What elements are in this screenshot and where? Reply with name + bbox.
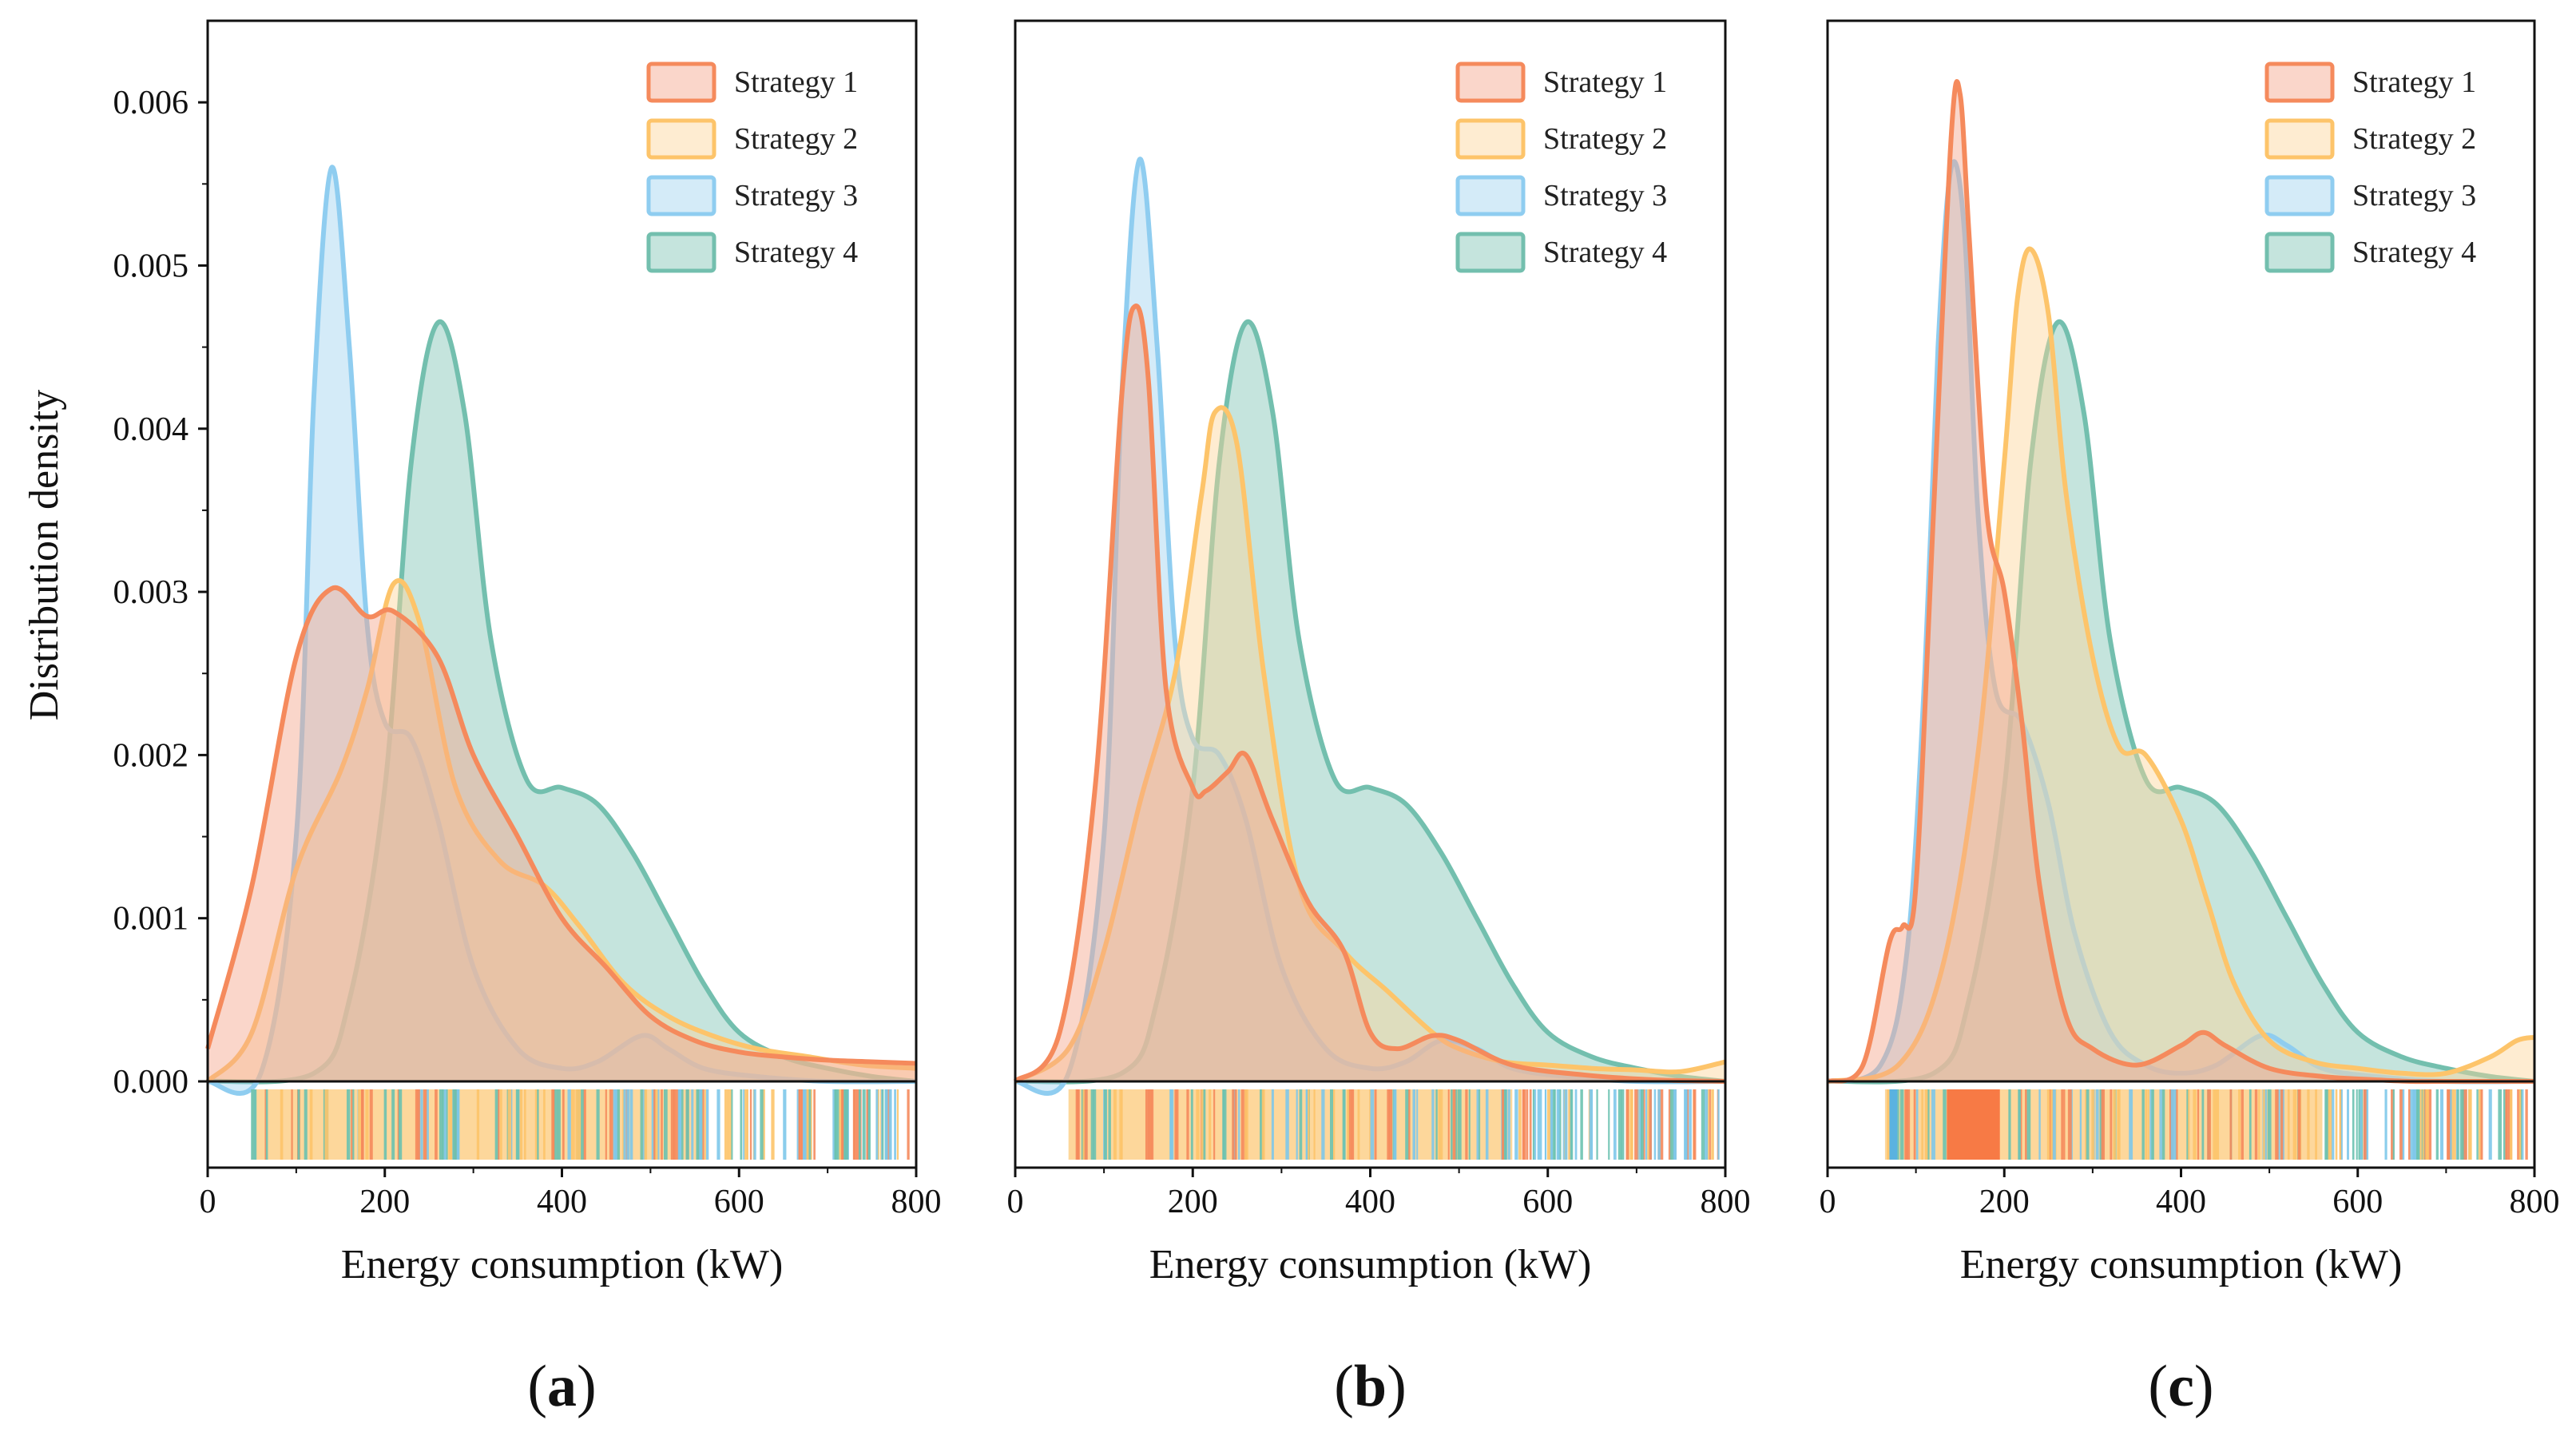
area-strategy-4 xyxy=(1828,321,2534,1082)
line-strategy-3 xyxy=(207,165,917,1096)
x-tick-label: 800 xyxy=(891,1184,942,1220)
rug-dense-block xyxy=(1947,1089,2000,1160)
x-tick-label: 800 xyxy=(1701,1184,1751,1220)
legend-label: Strategy 4 xyxy=(1543,236,1667,269)
legend-label: Strategy 2 xyxy=(2352,122,2476,156)
area-strategy-2 xyxy=(1015,407,1725,1081)
line-strategy-4 xyxy=(207,319,917,1085)
legend-swatch xyxy=(2264,118,2335,160)
legend-swatch xyxy=(646,232,716,273)
legend-swatch xyxy=(2264,232,2335,273)
y-tick-label: 0.003 xyxy=(113,574,189,611)
legend-swatch xyxy=(646,118,716,160)
legend-label: Strategy 4 xyxy=(2352,236,2476,269)
y-tick-label: 0.004 xyxy=(113,411,189,448)
y-tick-label: 0.005 xyxy=(113,248,189,284)
rug-strip xyxy=(1068,1089,1720,1160)
panel-label-close: ) xyxy=(1387,1354,1407,1419)
x-tick-label: 800 xyxy=(2510,1184,2560,1220)
line-strategy-1 xyxy=(1013,303,1726,1084)
panel-c: 0 200 400 600 800 Energy consumption (kW) Stra… xyxy=(1820,19,2560,1419)
x-axis-title: Energy consumption (kW) xyxy=(1149,1242,1592,1287)
panel-label-letter: c xyxy=(2168,1354,2194,1419)
panel-b: 0 200 400 600 800 Energy consumption (kW) Stra… xyxy=(1007,19,1751,1419)
legend-swatch xyxy=(646,175,716,216)
legend-label: Strategy 1 xyxy=(2352,65,2476,99)
line-strategy-4 xyxy=(1827,319,2535,1085)
x-tick-label: 0 xyxy=(1007,1184,1024,1220)
legend-label: Strategy 3 xyxy=(734,179,858,212)
panel-label-open: ( xyxy=(2148,1354,2168,1419)
x-tick-label: 400 xyxy=(2156,1184,2206,1220)
y-tick-label: 0.000 xyxy=(113,1064,189,1101)
x-tick-label: 600 xyxy=(714,1184,764,1220)
x-tick-label: 400 xyxy=(537,1184,587,1220)
legend-label: Strategy 3 xyxy=(1543,179,1667,212)
x-tick-label: 0 xyxy=(200,1184,216,1220)
legend-label: Strategy 4 xyxy=(734,236,858,269)
area-strategy-2 xyxy=(208,580,916,1081)
area-strategy-4 xyxy=(208,321,916,1082)
legend-swatch xyxy=(1455,61,1526,103)
legend: Strategy 1 Strategy 2 Strategy 3 Strategy 4 xyxy=(646,61,858,273)
line-strategy-2 xyxy=(205,577,917,1084)
area-strategy-3 xyxy=(1015,159,1725,1094)
area-strategy-4 xyxy=(1015,321,1725,1082)
panel-a: 0 200 400 600 800 Energy consumption (kW) 0.00… xyxy=(113,19,942,1419)
rug-strip xyxy=(1884,1089,2528,1160)
legend-label: Strategy 2 xyxy=(734,122,858,156)
legend-swatch xyxy=(1455,175,1526,216)
line-strategy-2 xyxy=(1827,246,2535,1084)
area-strategy-1 xyxy=(208,587,916,1081)
legend-swatch xyxy=(646,61,716,103)
x-tick-label: 600 xyxy=(2332,1184,2383,1220)
legend: Strategy 1 Strategy 2 Strategy 3 Strategy 4 xyxy=(2264,61,2476,273)
legend-label: Strategy 1 xyxy=(734,65,858,99)
area-strategy-3 xyxy=(1828,161,2534,1082)
area-strategy-3 xyxy=(208,167,916,1094)
panel-label-close: ) xyxy=(2194,1354,2214,1419)
line-strategy-2 xyxy=(1014,405,1726,1084)
legend-label: Strategy 3 xyxy=(2352,179,2476,212)
legend-label: Strategy 1 xyxy=(1543,65,1667,99)
y-tick-label: 0.001 xyxy=(113,901,189,938)
legend-swatch xyxy=(1455,232,1526,273)
y-tick-label: 0.006 xyxy=(113,85,189,121)
panel-label: (a) xyxy=(527,1354,596,1419)
area-strategy-2 xyxy=(1828,248,2534,1081)
legend-swatch xyxy=(1455,118,1526,160)
legend-swatch xyxy=(2264,61,2335,103)
line-strategy-1 xyxy=(205,585,917,1066)
x-tick-label: 200 xyxy=(359,1184,410,1220)
panel-label-letter: a xyxy=(547,1354,577,1419)
panel-label-open: ( xyxy=(527,1354,547,1419)
line-strategy-4 xyxy=(1014,319,1726,1085)
panel-label-letter: b xyxy=(1354,1354,1387,1419)
rug-dense-block xyxy=(1889,1089,1898,1160)
y-axis-title: Distribution density xyxy=(22,390,67,721)
rug-strip xyxy=(251,1089,910,1160)
x-tick-label: 200 xyxy=(1168,1184,1218,1220)
line-strategy-1 xyxy=(1826,79,2534,1085)
legend-swatch xyxy=(2264,175,2335,216)
panel-label-open: ( xyxy=(1334,1354,1354,1419)
legend-label: Strategy 2 xyxy=(1543,122,1667,156)
x-axis-title: Energy consumption (kW) xyxy=(341,1242,784,1287)
panel-label-close: ) xyxy=(577,1354,597,1419)
area-strategy-1 xyxy=(1828,81,2534,1082)
panel-label: (b) xyxy=(1334,1354,1406,1419)
y-tick-label: 0.002 xyxy=(113,737,189,774)
legend: Strategy 1 Strategy 2 Strategy 3 Strategy 4 xyxy=(1455,61,1667,273)
x-tick-label: 0 xyxy=(1820,1184,1836,1220)
x-axis-title: Energy consumption (kW) xyxy=(1960,1242,2403,1287)
x-tick-label: 400 xyxy=(1345,1184,1395,1220)
x-tick-label: 600 xyxy=(1522,1184,1573,1220)
area-strategy-1 xyxy=(1015,306,1725,1081)
x-tick-label: 200 xyxy=(1979,1184,2030,1220)
rug-band xyxy=(1068,1089,1513,1160)
panel-label: (c) xyxy=(2148,1354,2213,1419)
